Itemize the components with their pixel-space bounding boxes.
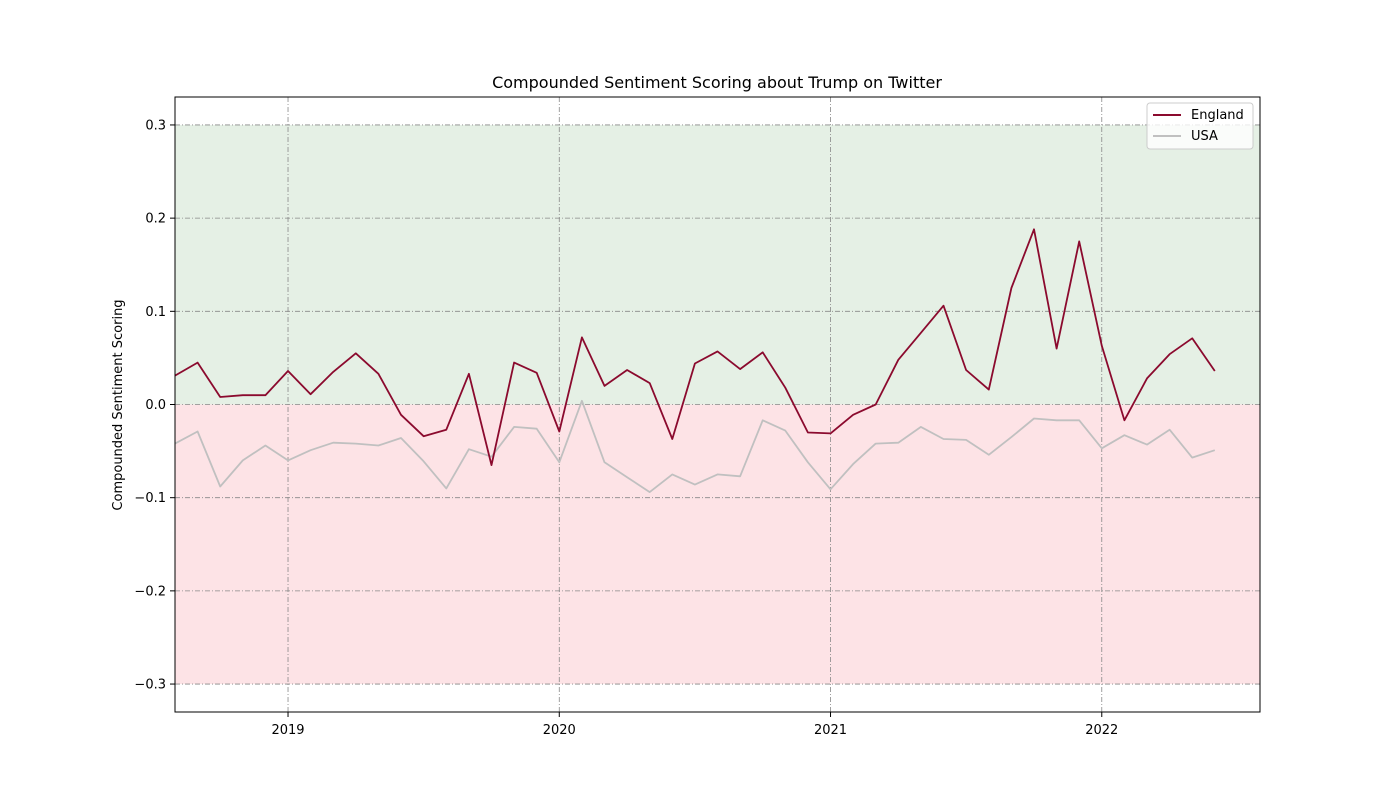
positive-band: [175, 124, 1260, 405]
y-axis-label: Compounded Sentiment Scoring: [111, 299, 126, 510]
y-tick-label: −0.3: [134, 678, 166, 693]
y-axis: −0.3 −0.2 −0.1 0.0 0.1 0.2 0.3: [134, 118, 175, 693]
series-lines: [174, 228, 1216, 494]
y-tick-label: 0.2: [145, 212, 166, 227]
legend-label-usa: USA: [1191, 129, 1218, 144]
grid: [175, 97, 1260, 712]
y-tick-label: 0.0: [145, 398, 166, 413]
x-axis: 2019 2020 2021 2022: [271, 712, 1118, 738]
legend: England USA: [1146, 102, 1254, 150]
negative-band: [175, 404, 1260, 685]
chart-title: Compounded Sentiment Scoring about Trump…: [492, 73, 942, 92]
sentiment-bands: [175, 124, 1260, 685]
series-line-england: [174, 228, 1216, 467]
x-tick-label: 2021: [814, 723, 847, 738]
series-line-usa: [174, 399, 1216, 494]
x-tick-label: 2019: [271, 723, 304, 738]
y-tick-label: 0.1: [145, 305, 166, 320]
y-tick-label: 0.3: [145, 118, 166, 133]
x-tick-label: 2020: [543, 723, 576, 738]
y-tick-label: −0.2: [134, 584, 166, 599]
legend-label-england: England: [1191, 108, 1244, 123]
y-tick-label: −0.1: [134, 491, 166, 506]
x-tick-label: 2022: [1085, 723, 1118, 738]
